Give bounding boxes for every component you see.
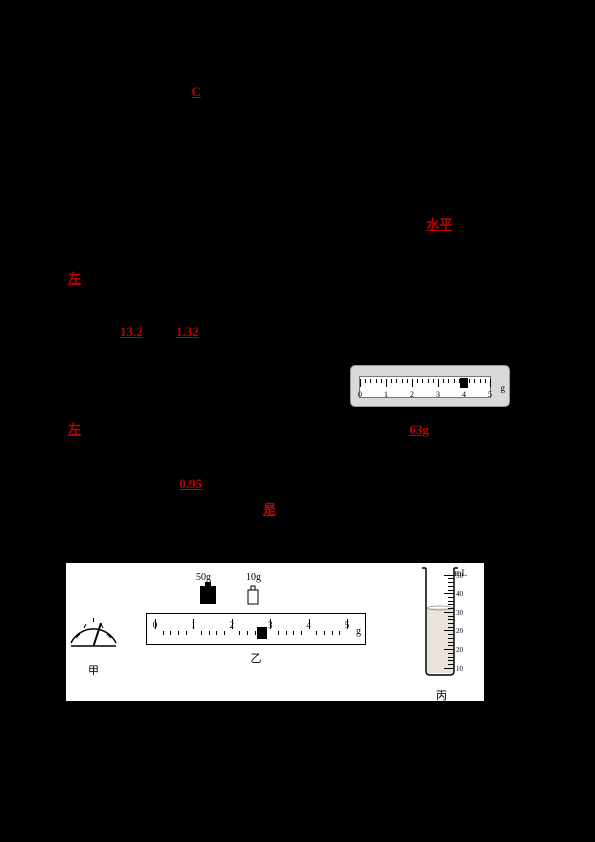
cylinder-tick-20: 20 (456, 625, 463, 638)
fill-2b: 向 (55, 271, 68, 286)
fill-1-ans: 水平 (426, 217, 452, 232)
ruler2-unit: g (356, 622, 361, 641)
fill-2a: 移动游码到标尺左端零刻度线处，发现指针偏向如图甲所示，他应该将平衡螺母 (55, 244, 510, 259)
ruler1-unit: g (501, 380, 506, 397)
ruler1-tick-4: 4 (462, 387, 466, 402)
fill-7b: 盘加入质量更小砝码. (81, 422, 201, 437)
ruler1-tick-5: 5 (488, 387, 492, 402)
q3-number: 3、 (55, 84, 75, 99)
fill-1a: （填空+实验题）1.小明利用天平测一块小矿石的密度.将天平放在 (55, 217, 426, 232)
ruler2-tick-2: 2 (230, 617, 235, 634)
ruler-figure-2: 012345 g 乙 (146, 613, 366, 653)
fill-4c: cm. (199, 324, 218, 339)
ruler1-tick-0: 0 (358, 387, 362, 402)
fill-10-ans: 是 (263, 502, 276, 517)
cylinder-tick-40: 40 (456, 588, 463, 601)
fill-10a: 石的质量，这样测得的密度比真实值 (55, 502, 263, 517)
ruler2-tick-1: 1 (191, 617, 196, 634)
fill-4-ans2: 1.32 (176, 324, 199, 339)
ruler1-slider (460, 378, 468, 388)
q3-text1: 下列说法正确的是（ (75, 84, 192, 99)
q3-answer: C (192, 84, 201, 99)
option-c: C.铜的密度是8.9×10³kg/m³，表示lm³铜的质量为8.9×10³kg (55, 160, 540, 185)
fill-3: 2.用一把刻度尺测量某物体的长度，记录 (55, 294, 540, 319)
fill-9a: （3）小矿石的密度ρ= (55, 476, 179, 491)
option-a: A.一块砖切成体积相等的两块后，砖的密度变为原来的一半 (55, 107, 540, 132)
fill-4-ans1: 13.2 (120, 324, 143, 339)
ruler2-tick-5: 5 (345, 617, 350, 634)
fill-11: 小"）. (55, 525, 540, 550)
cylinder-figure: 504030202010 mL 丙 (414, 563, 469, 698)
ruler2-tick-0: 0 (153, 617, 158, 634)
fill-2-ans: 左 (68, 271, 81, 286)
ruler-figure-1: 0 1 2 3 4 5 g (350, 365, 510, 407)
ruler2-tick-3: 3 (268, 617, 273, 634)
q3-text2: ） (201, 84, 214, 99)
fill-9b: g/cm³.如果小明先测小矿石的体积，再测小矿 (202, 476, 456, 491)
fill-1b: 桌面上， (452, 217, 504, 232)
ruler2-tick-4: 4 (306, 617, 311, 634)
cylinder-unit: mL (455, 565, 468, 582)
fill-4a: 到的数据是 (55, 324, 120, 339)
ruler1-tick-1: 1 (384, 387, 388, 402)
ruler2-label: 乙 (146, 649, 366, 670)
gauge-label: 甲 (66, 661, 121, 682)
fill-7a: 向 (55, 422, 68, 437)
fill-7-ans: 左 (68, 422, 81, 437)
fill-8: （2）先往量筒中倒入20mL的水，再将小矿石浸没在水中，此时水面如图丙所示. (55, 445, 540, 470)
ruler1-tick-2: 2 (410, 387, 414, 402)
fill-4b: mm， (143, 324, 176, 339)
cylinder-tick-30: 30 (456, 607, 463, 620)
cylinder-tick-20: 20 (456, 644, 463, 657)
footer-heading: 四、解答题（17题6分、18题6分、19题8分，共20分） (55, 732, 540, 757)
weights-figure: 50g 10g (186, 568, 306, 603)
ruler1-tick-3: 3 (436, 387, 440, 402)
fill-2c: （选填"左"或"右"）调，使天平横梁平衡. (81, 271, 313, 286)
gauge-figure: 甲 (66, 608, 121, 673)
cylinder-tick-10: 10 (456, 663, 463, 676)
fill-9-ans: 0.95 (179, 476, 202, 491)
fill-7c: 则小矿石的质量为 (305, 422, 409, 437)
cylinder-label: 丙 (414, 686, 469, 707)
ruler2-slider (257, 627, 267, 639)
fill-10b: （选填"偏大"、"不变"或"偏 (276, 502, 433, 517)
option-b: B.铁的密度比铝的密度大，表示铁的质量大于铝的质量 (55, 133, 540, 158)
option-d: D.密度不同的两个物体，其质量一定不同 (55, 187, 540, 212)
fill-7-ans2: 63g (409, 422, 429, 437)
figures-row: 甲 50g 10g 0 1 2 3 4 5 g 乙 (65, 562, 485, 702)
